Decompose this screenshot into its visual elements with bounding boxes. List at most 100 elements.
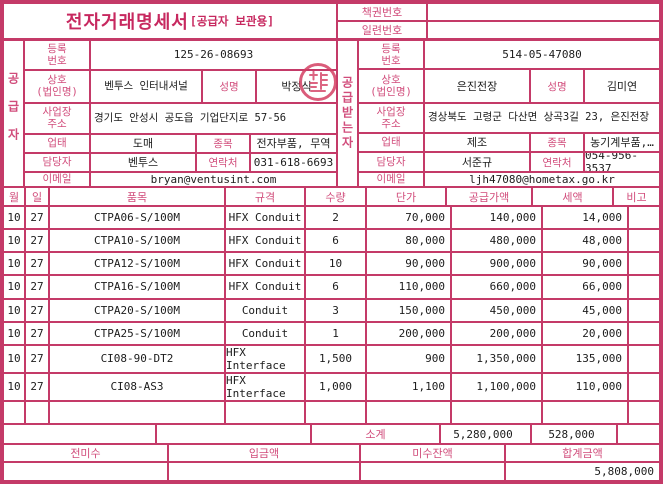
cell-quantity <box>306 401 367 423</box>
table-row: 10 27 CTPA12-S/100M HFX Conduit 10 90,000 900,… <box>4 253 659 277</box>
buyer-phone-label: 연락처 <box>531 153 585 171</box>
book-number-label: 책권번호 <box>338 4 428 20</box>
footer-label-total: 합계금액 <box>562 447 603 460</box>
cell-spec <box>226 401 306 423</box>
buyer-company-value: 은진전장 <box>425 70 531 102</box>
cell-note <box>629 230 659 251</box>
cell-supply-amount: 660,000 <box>452 276 543 298</box>
buyer-address-row: 사업장 주소 경상북도 고령군 다산면 상곡3길 23, 은진전장 <box>359 103 659 134</box>
cell-unit-price <box>367 401 452 423</box>
label-line: 상호 <box>381 73 401 86</box>
buyer-phone-value: 054-956-3537 <box>585 153 638 171</box>
cell-item: CTPA10-S/100M <box>50 230 226 252</box>
buyer-address-label: 사업장 주소 <box>359 103 425 132</box>
cell-note <box>629 346 659 372</box>
subtotal-note-cell <box>618 425 659 443</box>
header-tax: 세액 <box>533 188 614 205</box>
cell-month: 10 <box>4 207 26 229</box>
cell-tax: 45,000 <box>543 299 629 321</box>
buyer-email-row: 이메일 ljh47080@hometax.go.kr <box>359 173 659 186</box>
cell-day: 27 <box>26 322 50 344</box>
cell-note <box>629 300 659 321</box>
cell-note <box>629 402 659 423</box>
supplier-reg-row: 등록 번호 125-26-08693 <box>25 41 336 71</box>
buyer-manager-row: 담당자 서준규 연락처 054-956-3537 <box>359 153 659 173</box>
buyer-biztype-value: 제조 <box>425 133 531 151</box>
serial-number-label: 일련번호 <box>338 22 428 38</box>
cell-supply-amount: 140,000 <box>452 207 543 229</box>
cell-unit-price: 110,000 <box>367 276 452 298</box>
cell-tax: 48,000 <box>543 230 629 252</box>
cell-item: CI08-90-DT2 <box>50 345 226 372</box>
cell-quantity: 3 <box>306 299 367 321</box>
cell-month <box>4 401 26 423</box>
table-row: 10 27 CTPA25-S/100M Conduit 1 200,000 200,000 2… <box>4 322 659 346</box>
label-line: 번호 <box>47 54 67 67</box>
supplier-address-row: 사업장 주소 경기도 안성시 공도읍 기업단지로 57-56 <box>25 104 336 135</box>
cell-supply-amount: 480,000 <box>452 230 543 252</box>
buyer-side-label: 공급받는자 <box>338 41 359 186</box>
book-number-value <box>428 4 659 20</box>
cell-quantity: 6 <box>306 276 367 298</box>
header-day: 일 <box>26 188 50 205</box>
supplier-phone-label: 연락처 <box>197 153 251 171</box>
label-line: 주소 <box>47 118 67 131</box>
subtotal-label: 소계 <box>312 425 441 443</box>
buyer-reg-value: 514-05-47080 <box>502 48 582 62</box>
cell-month: 10 <box>4 322 26 344</box>
label-line: (법인명) <box>36 86 78 99</box>
serial-number-row: 일련번호 <box>338 22 659 38</box>
buyer-manager-value: 서준규 <box>425 153 531 171</box>
cell-day <box>26 401 50 423</box>
cell-spec: HFX Interface <box>226 373 306 400</box>
cell-unit-price: 1,100 <box>367 373 452 400</box>
cell-quantity: 6 <box>306 230 367 252</box>
cell-spec: Conduit <box>226 322 306 344</box>
table-row: 10 27 CTPA16-S/100M HFX Conduit 6 110,000 660,… <box>4 276 659 300</box>
cell-spec: HFX Interface <box>226 345 306 372</box>
cell-spec: HFX Conduit <box>226 253 306 275</box>
cell-month: 10 <box>4 230 26 252</box>
header-supply-amount: 공급가액 <box>447 188 533 205</box>
supplier-email-value: bryan@ventusint.com <box>150 173 277 186</box>
cell-supply-amount <box>452 401 543 423</box>
supplier-biztype-value: 도매 <box>91 134 197 152</box>
buyer-manager-label: 담당자 <box>359 153 425 171</box>
footer-value-prev-balance <box>4 463 169 480</box>
supplier-reg-value: 125-26-08693 <box>173 48 254 62</box>
cell-quantity: 1 <box>306 322 367 344</box>
supplier-name-value: 박정식 <box>281 80 312 94</box>
cell-item: CI08-AS3 <box>50 373 226 400</box>
cell-day: 27 <box>26 230 50 252</box>
header-unit-price: 단가 <box>367 188 447 205</box>
serial-number-value <box>428 22 659 38</box>
supplier-email-label: 이메일 <box>25 173 91 186</box>
cell-tax: 90,000 <box>543 253 629 275</box>
cell-note <box>629 207 659 228</box>
items-table-header: 월 일 품목 규격 수량 단가 공급가액 세액 비고 <box>4 188 659 207</box>
footer-values-row: 5,808,000 <box>4 463 659 480</box>
label-line: 사업장 <box>376 105 406 118</box>
footer-value-outstanding <box>361 463 506 480</box>
cell-note <box>629 276 659 297</box>
cell-tax: 14,000 <box>543 207 629 229</box>
cell-month: 10 <box>4 253 26 275</box>
table-row <box>4 401 659 425</box>
cell-quantity: 2 <box>306 207 367 229</box>
cell-unit-price: 80,000 <box>367 230 452 252</box>
party-info-section: 공급자 등록 번호 125-26-08693 상호 (법인명) 벤투스 인터내셔… <box>4 41 659 188</box>
cell-item <box>50 401 226 423</box>
supplier-address-value: 경기도 안성시 공도읍 기업단지로 57-56 <box>94 111 287 124</box>
page-title: 전자거래명세서 [공급자 보관용] <box>4 4 338 38</box>
label-line: 번호 <box>381 54 401 67</box>
cell-tax: 20,000 <box>543 322 629 344</box>
cell-item: CTPA25-S/100M <box>50 322 226 344</box>
cell-month: 10 <box>4 299 26 321</box>
cell-supply-amount: 450,000 <box>452 299 543 321</box>
cell-day: 27 <box>26 276 50 298</box>
header-note: 비고 <box>626 190 647 204</box>
table-row: 10 27 CTPA10-S/100M HFX Conduit 6 80,000 480,0… <box>4 230 659 254</box>
buyer-reg-label: 등록 번호 <box>359 41 425 69</box>
cell-spec: HFX Conduit <box>226 276 306 298</box>
cell-unit-price: 90,000 <box>367 253 452 275</box>
